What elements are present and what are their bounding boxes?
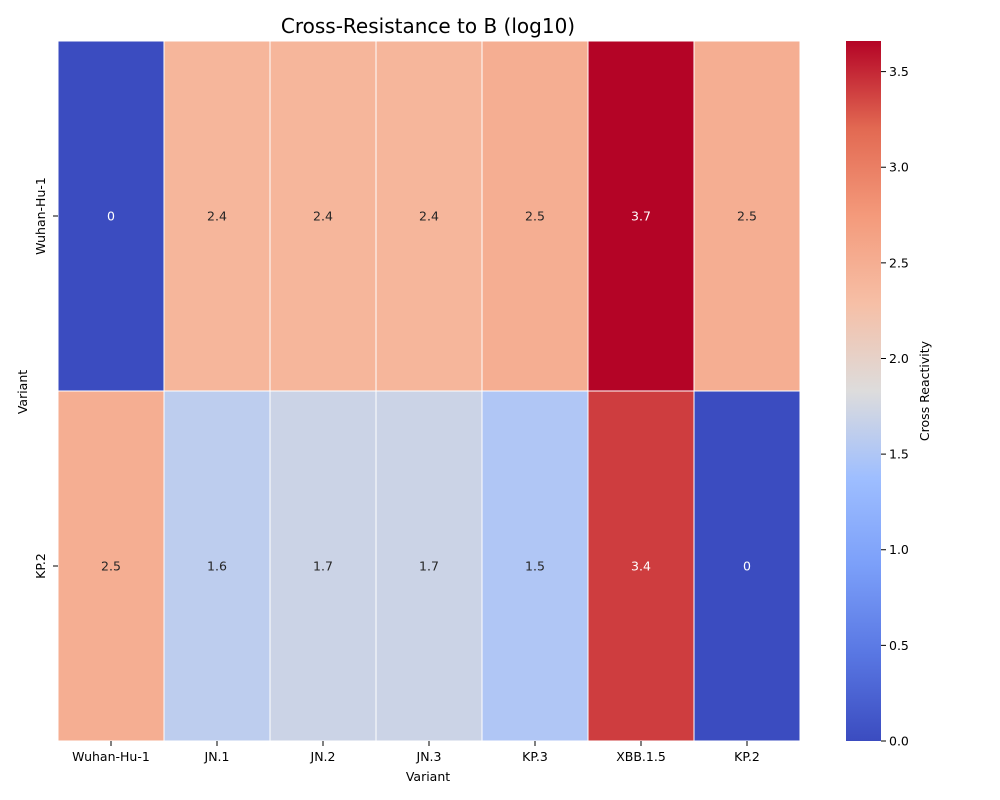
colorbar-tick-label: 1.0 [889,542,909,557]
colorbar-tick-label: 0.5 [889,638,909,653]
heatmap-cell [481,390,589,742]
colorbar-gradient [846,41,881,741]
y-axis: Wuhan-Hu-1 KP.2 [33,177,58,579]
y-tick-label: KP.2 [33,553,48,579]
cell-value-label: 2.5 [737,209,757,224]
cell-value-label: 0 [743,559,751,574]
cell-value-label: 1.5 [525,559,545,574]
colorbar: 0.0 0.5 1.0 1.5 2.0 2.5 3.0 3.5 Cross Reactivit… [846,41,932,749]
x-tick-label: JN.1 [204,749,230,764]
heatmap-cell [693,40,801,392]
heatmap-cell [693,390,801,742]
heatmap-cell [163,40,271,392]
heatmap-cells [57,40,801,742]
cell-value-label: 3.4 [631,559,651,574]
x-tick-label: JN.2 [310,749,336,764]
x-tick-label: JN.3 [416,749,442,764]
y-axis-label: Variant [15,370,30,414]
colorbar-tick-label: 3.5 [889,64,909,79]
x-tick-label: KP.2 [734,749,760,764]
heatmap-cell [269,390,377,742]
x-tick-label: KP.3 [522,749,548,764]
cell-value-label: 1.7 [313,559,333,574]
cell-value-label: 2.4 [313,209,333,224]
heatmap-cell [587,390,695,742]
colorbar-tick-label: 2.5 [889,255,909,270]
colorbar-label: Cross Reactivity [917,340,932,441]
colorbar-tick-label: 3.0 [889,160,909,175]
heatmap-cell [269,40,377,392]
colorbar-tick-label: 2.0 [889,351,909,366]
cell-value-label: 1.7 [419,559,439,574]
cell-value-label: 2.4 [207,209,227,224]
cell-value-label: 2.4 [419,209,439,224]
heatmap-cell [57,390,165,742]
colorbar-tick-label: 1.5 [889,447,909,462]
cell-value-label: 0 [107,209,115,224]
x-axis-label: Variant [406,769,450,784]
y-tick-label: Wuhan-Hu-1 [33,177,48,255]
heatmap-cell [375,40,483,392]
heatmap-cell-labels: 0 2.4 2.4 2.4 2.5 3.7 2.5 2.5 1.6 1.7 1.7 1.5 3.4 0 [101,209,757,574]
x-tick-label: Wuhan-Hu-1 [72,749,150,764]
cell-value-label: 2.5 [525,209,545,224]
cell-value-label: 3.7 [631,209,651,224]
cell-value-label: 1.6 [207,559,227,574]
heatmap-cell [57,40,165,392]
x-axis: Wuhan-Hu-1 JN.1 JN.2 JN.3 KP.3 XBB.1.5 KP.2 [72,741,760,764]
cell-value-label: 2.5 [101,559,121,574]
heatmap-cell [481,40,589,392]
chart-title: Cross-Resistance to B (log10) [281,14,575,38]
heatmap-cell [587,40,695,392]
x-tick-label: XBB.1.5 [616,749,666,764]
colorbar-ticks: 0.0 0.5 1.0 1.5 2.0 2.5 3.0 3.5 [881,64,909,749]
colorbar-tick-label: 0.0 [889,734,909,749]
